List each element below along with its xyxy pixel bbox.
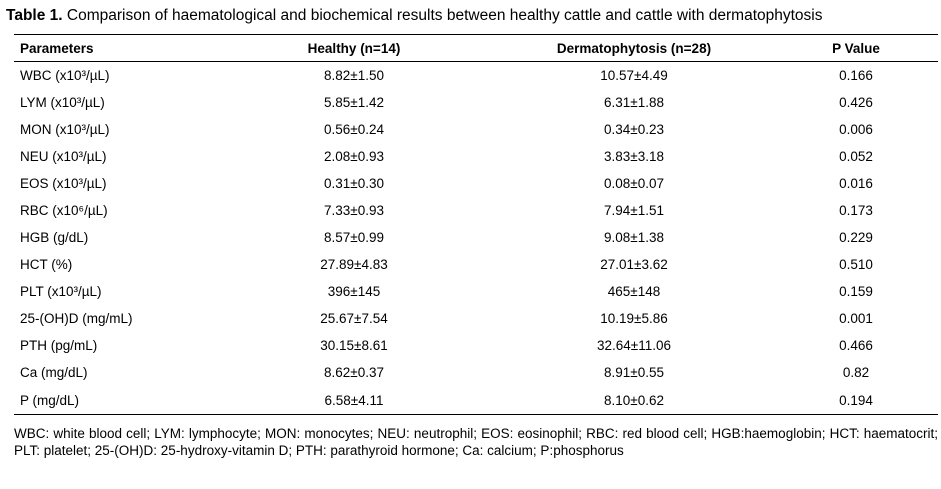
cell-p-value: 0.426 — [839, 95, 873, 110]
cell-healthy: 27.89±4.83 — [320, 257, 388, 272]
cell-p-value: 0.466 — [839, 338, 873, 353]
cell-healthy: 30.15±8.61 — [320, 338, 388, 353]
table-caption: Table 1. Comparison of haematological an… — [6, 6, 936, 26]
cell-healthy: 6.58±4.11 — [324, 392, 384, 408]
cell-parameter: HGB (g/dL) — [20, 230, 89, 245]
table-header: Parameters Healthy (n=14) Dermatophytosi… — [14, 34, 938, 62]
cell-dermatophytosis: 8.10±0.62 — [604, 392, 664, 408]
cell-dermatophytosis: 32.64±11.06 — [597, 338, 671, 353]
cell-parameter: NEU (x10³/µL) — [20, 149, 107, 164]
cell-p-value: 0.194 — [839, 392, 873, 408]
cell-parameter: P (mg/dL) — [20, 392, 80, 408]
cell-p-value: 0.82 — [842, 365, 870, 380]
cell-healthy: 396±145 — [327, 284, 381, 299]
cell-p-value: 0.166 — [839, 68, 873, 83]
cell-healthy: 25.67±7.54 — [320, 311, 388, 326]
table-row: P (mg/dL) 6.58±4.11 8.10±0.62 0.194 — [14, 386, 938, 415]
header-row: Parameters Healthy (n=14) Dermatophytosi… — [14, 34, 938, 62]
cell-dermatophytosis: 7.94±1.51 — [604, 203, 664, 218]
cell-p-value: 0.229 — [839, 230, 873, 245]
results-table: Parameters Healthy (n=14) Dermatophytosi… — [14, 34, 938, 415]
cell-parameter: WBC (x10³/µL) — [20, 68, 110, 83]
cell-p-value: 0.173 — [839, 203, 873, 218]
cell-dermatophytosis: 9.08±1.38 — [604, 230, 664, 245]
cell-p-value: 0.159 — [839, 284, 873, 299]
header-p-value: P Value — [832, 40, 880, 56]
table-row: NEU (x10³/µL) 2.08±0.93 3.83±3.18 0.052 — [14, 143, 938, 170]
table-caption-text: Comparison of haematological and biochem… — [62, 7, 823, 24]
cell-p-value: 0.052 — [839, 149, 873, 164]
table-row: PTH (pg/mL) 30.15±8.61 32.64±11.06 0.466 — [14, 332, 938, 359]
table-caption-label: Table 1. — [6, 7, 63, 24]
cell-p-value: 0.510 — [839, 257, 873, 272]
cell-parameter: MON (x10³/µL) — [20, 122, 110, 137]
cell-dermatophytosis: 27.01±3.62 — [600, 257, 668, 272]
cell-dermatophytosis: 6.31±1.88 — [604, 95, 664, 110]
cell-parameter: 25-(OH)D (mg/mL) — [20, 311, 133, 326]
cell-parameter: EOS (x10³/µL) — [20, 176, 107, 191]
table-row: RBC (x10⁶/µL) 7.33±0.93 7.94±1.51 0.173 — [14, 197, 938, 224]
cell-healthy: 7.33±0.93 — [324, 203, 384, 218]
table-row: EOS (x10³/µL) 0.31±0.30 0.08±0.07 0.016 — [14, 170, 938, 197]
table-row: HGB (g/dL) 8.57±0.99 9.08±1.38 0.229 — [14, 224, 938, 251]
cell-dermatophytosis: 465±148 — [607, 284, 661, 299]
cell-healthy: 8.82±1.50 — [324, 68, 384, 83]
cell-p-value: 0.016 — [839, 176, 873, 191]
cell-dermatophytosis: 10.19±5.86 — [600, 311, 668, 326]
cell-healthy: 0.31±0.30 — [324, 176, 384, 191]
table-row: LYM (x10³/µL) 5.85±1.42 6.31±1.88 0.426 — [14, 89, 938, 116]
cell-parameter: LYM (x10³/µL) — [20, 95, 105, 110]
cell-dermatophytosis: 0.08±0.07 — [604, 176, 664, 191]
table-row: Ca (mg/dL) 8.62±0.37 8.91±0.55 0.82 — [14, 359, 938, 386]
table-row: PLT (x10³/µL) 396±145 465±148 0.159 — [14, 278, 938, 305]
cell-dermatophytosis: 10.57±4.49 — [600, 68, 668, 83]
table-body: WBC (x10³/µL) 8.82±1.50 10.57±4.49 0.166 LYM… — [14, 62, 938, 415]
cell-dermatophytosis: 3.83±3.18 — [604, 149, 664, 164]
cell-dermatophytosis: 8.91±0.55 — [604, 365, 664, 380]
table-row: 25-(OH)D (mg/mL) 25.67±7.54 10.19±5.86 0.00… — [14, 305, 938, 332]
header-parameters: Parameters — [20, 40, 94, 56]
table-row: WBC (x10³/µL) 8.82±1.50 10.57±4.49 0.166 — [14, 62, 938, 90]
cell-healthy: 8.57±0.99 — [324, 230, 384, 245]
cell-parameter: RBC (x10⁶/µL) — [20, 203, 108, 218]
cell-healthy: 2.08±0.93 — [324, 149, 384, 164]
cell-p-value: 0.001 — [839, 311, 873, 326]
cell-parameter: PLT (x10³/µL) — [20, 284, 102, 299]
cell-parameter: HCT (%) — [20, 257, 73, 272]
cell-parameter: PTH (pg/mL) — [20, 338, 98, 353]
header-healthy: Healthy (n=14) — [307, 40, 401, 56]
table-footnote: WBC: white blood cell; LYM: lymphocyte; … — [14, 426, 938, 458]
cell-healthy: 8.62±0.37 — [324, 365, 384, 380]
header-dermatophytosis: Dermatophytosis (n=28) — [556, 40, 712, 56]
cell-healthy: 0.56±0.24 — [324, 122, 384, 137]
table-row: HCT (%) 27.89±4.83 27.01±3.62 0.510 — [14, 251, 938, 278]
cell-p-value: 0.006 — [839, 122, 873, 137]
cell-parameter: Ca (mg/dL) — [20, 365, 88, 380]
cell-healthy: 5.85±1.42 — [324, 95, 384, 110]
cell-dermatophytosis: 0.34±0.23 — [604, 122, 664, 137]
table-row: MON (x10³/µL) 0.56±0.24 0.34±0.23 0.006 — [14, 116, 938, 143]
